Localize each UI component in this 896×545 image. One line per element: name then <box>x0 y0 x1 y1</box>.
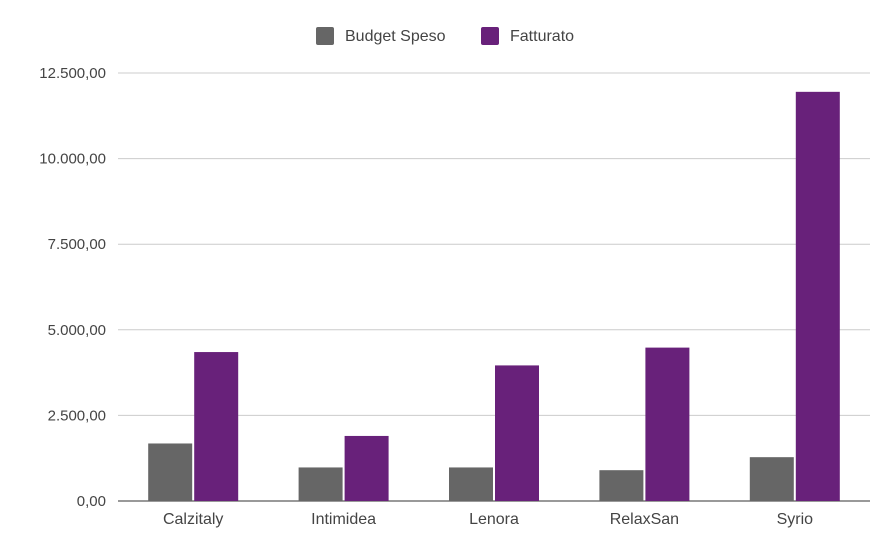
bar-fatturato-relaxsan <box>645 347 690 501</box>
y-tick-label: 0,00 <box>77 493 106 510</box>
y-tick-label: 5.000,00 <box>48 322 106 339</box>
y-axis-ticks: 0,00 2.500,00 5.000,00 7.500,00 10.000,00 12.… <box>39 65 106 510</box>
bar-budget-speso-lenora <box>449 467 493 501</box>
legend-swatch <box>481 27 499 45</box>
legend-label: Fatturato <box>510 28 574 45</box>
x-tick-label: Lenora <box>469 511 519 528</box>
bar-budget-speso-relaxsan <box>599 470 644 501</box>
x-tick-label: Intimidea <box>311 511 376 528</box>
bar-budget-speso-calzitaly <box>148 443 193 501</box>
bar-budget-speso-syrio <box>749 457 794 501</box>
legend: Budget Speso Fatturato <box>316 27 574 45</box>
y-tick-label: 2.500,00 <box>48 407 106 424</box>
x-axis-labels: Calzitaly Intimidea Lenora RelaxSan Syrio <box>163 511 813 528</box>
legend-label: Budget Speso <box>345 28 446 45</box>
bar-fatturato-calzitaly <box>194 352 239 501</box>
bar-budget-speso-intimidea <box>298 467 343 501</box>
y-tick-label: 10.000,00 <box>39 151 106 168</box>
legend-swatch <box>316 27 334 45</box>
x-tick-label: Calzitaly <box>163 511 223 528</box>
y-tick-label: 7.500,00 <box>48 236 106 253</box>
x-tick-label: Syrio <box>777 511 814 528</box>
gridlines <box>118 72 870 502</box>
bar-fatturato-syrio <box>795 91 840 501</box>
bar-fatturato-lenora <box>495 365 539 501</box>
bar-fatturato-intimidea <box>344 435 389 501</box>
x-tick-label: RelaxSan <box>610 511 679 528</box>
bars <box>148 91 840 501</box>
y-tick-label: 12.500,00 <box>39 65 106 82</box>
